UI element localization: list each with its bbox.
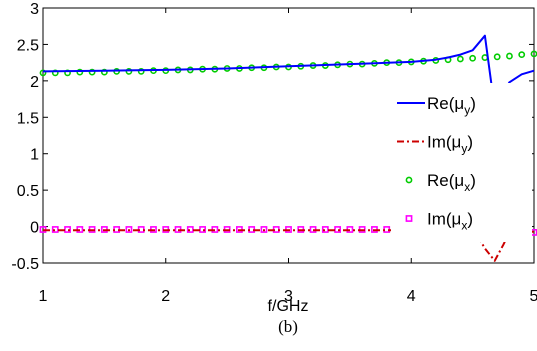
series-1 (43, 229, 535, 262)
data-point (493, 53, 501, 61)
data-point (51, 69, 59, 77)
data-point (506, 52, 513, 60)
data-point (518, 51, 526, 59)
legend-label: Im(μy) (427, 133, 473, 156)
data-point (88, 68, 96, 76)
legend: Re(μy) Im(μy) Re(μx) Im(μx) (391, 83, 532, 242)
data-point (125, 226, 133, 233)
legend-box (391, 83, 532, 242)
x-tick-label: 2 (161, 288, 170, 305)
data-point (76, 68, 84, 76)
data-point (321, 226, 329, 233)
legend-swatch (405, 176, 413, 184)
y-tick-label: -0.5 (11, 256, 39, 273)
data-point (469, 54, 477, 62)
data-point (260, 226, 268, 233)
panel-label: (b) (278, 317, 298, 336)
legend-swatch (405, 215, 413, 222)
axis-ticks: 1 2 3 4 5 -0.5 0 0.5 1 1.5 2 2.5 3 (11, 1, 537, 305)
data-point (186, 226, 194, 233)
data-point (51, 226, 59, 233)
y-tick-label: 2 (30, 74, 39, 91)
y-tick-label: 0 (30, 220, 39, 237)
data-point (137, 67, 145, 75)
series-line (43, 229, 535, 262)
legend-label: Re(μy) (427, 94, 476, 117)
y-tick-label: 0.5 (17, 183, 39, 200)
data-point (100, 68, 108, 76)
y-tick-label: 2.5 (17, 37, 39, 54)
y-tick-label: 1 (30, 147, 39, 164)
x-tick-label: 4 (407, 288, 416, 305)
x-tick-label: 1 (39, 288, 48, 305)
legend-label: Im(μx) (427, 210, 473, 233)
data-point (39, 69, 47, 77)
data-point (456, 55, 464, 63)
legend-label: Re(μx) (427, 171, 476, 194)
y-tick-label: 1.5 (17, 110, 39, 127)
x-tick-label: 5 (530, 288, 537, 305)
x-tick-label: 3 (284, 288, 293, 305)
y-tick-label: 3 (30, 1, 39, 18)
x-axis-label: f/GHz (268, 298, 309, 315)
